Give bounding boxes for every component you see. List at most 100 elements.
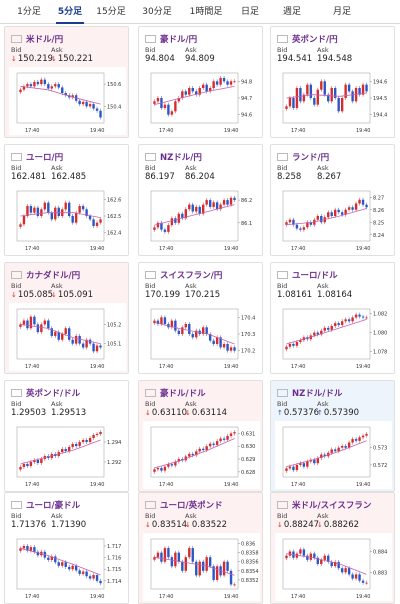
candle-body [354, 574, 358, 579]
candle-body [26, 84, 29, 87]
ask-value-row: 162.485 [51, 172, 86, 182]
rate-card[interactable]: 米ドル/円 Bid Ask ↓150.219 ↓150.221 150.6 150.4 17:… [4, 26, 129, 138]
rate-card[interactable]: 米ドル/スイスフラン Bid Ask ↓0.88247 ↓0.88262 0.884 0.8… [270, 492, 395, 604]
candle-body [198, 448, 201, 452]
candle-body [177, 330, 181, 334]
tab-2[interactable]: 15分足 [96, 7, 126, 17]
mini-chart[interactable]: 86.2 86.1 17:40 19:40 [143, 185, 260, 253]
rate-card[interactable]: スイスフラン/円 Bid Ask 170.199 170.215 170.4 170.3 17… [138, 262, 263, 374]
rate-card[interactable]: ランド/円 Bid Ask 8.258 8.267 8.27 8.26 8.25 8.24 17:… [270, 144, 395, 256]
candle-body [188, 324, 191, 334]
bid-value: 1.29503 [11, 408, 47, 418]
pair-name[interactable]: 英ポンド/ドル [26, 389, 81, 399]
candle-body [208, 88, 212, 92]
candle-body [358, 574, 361, 581]
rate-card[interactable]: カナダドル/円 Bid Ask ↓105.085 ↓105.091 105.2 105.1 1… [4, 262, 129, 374]
candle-body [19, 89, 22, 93]
candle-body [358, 437, 361, 441]
candle-body [19, 548, 22, 551]
candle-body [309, 84, 313, 98]
pair-name[interactable]: 英ポンド/円 [292, 35, 338, 45]
x-tick-label: 19:40 [224, 364, 238, 370]
mini-chart[interactable]: 150.6 150.4 17:40 19:40 [9, 67, 126, 135]
tab-4[interactable]: 1時間足 [189, 7, 223, 17]
rate-card[interactable]: 豪ドル/ドル Bid Ask ↓0.63110 ↓0.63114 0.631 0.630 0.… [138, 380, 263, 492]
rate-card[interactable]: NZドル/ドル Bid Ask ↑0.57376 ↑0.57390 0.573 0.572 1… [270, 380, 395, 492]
arrow-down-icon: ↓ [145, 521, 151, 529]
candle-body [288, 551, 292, 556]
rate-card[interactable]: 英ポンド/円 Bid Ask 194.541 194.548 194.6 194.5 194.… [270, 26, 395, 138]
tab-0[interactable]: 1分足 [17, 7, 41, 17]
candle-body [40, 459, 43, 463]
mini-chart[interactable]: 0.631 0.630 0.629 0.628 17:40 19:40 [143, 421, 260, 489]
candle-body [351, 91, 354, 102]
tab-3[interactable]: 30分足 [142, 7, 172, 17]
x-tick-label: 17:40 [159, 128, 173, 134]
mini-chart[interactable]: 0.836 0.8358 0.8356 0.8354 0.8352 17:40 19:40 [143, 533, 260, 601]
moving-average-line [154, 85, 235, 106]
candle-body [226, 200, 229, 205]
bid-label: Bid [277, 282, 288, 290]
tab-7[interactable]: 月足 [332, 7, 351, 17]
mini-chart[interactable]: 94.8 94.7 94.6 17:40 19:40 [143, 67, 260, 135]
pair-name[interactable]: NZドル/ドル [292, 389, 343, 399]
candle-body [64, 93, 67, 96]
flag-nz-icon [277, 389, 288, 397]
mini-chart[interactable]: 105.2 105.1 17:40 19:40 [9, 303, 126, 371]
mini-chart[interactable]: 8.27 8.26 8.25 8.24 17:40 19:40 [275, 185, 392, 253]
rate-card[interactable]: 英ポンド/ドル Bid Ask 1.29503 1.29513 1.294 1.292 17:… [4, 380, 129, 492]
x-tick-label: 19:40 [356, 246, 370, 252]
pair-name[interactable]: 米ドル/円 [26, 35, 64, 45]
mini-chart[interactable]: 0.573 0.572 17:40 19:40 [275, 421, 392, 489]
pair-name[interactable]: カナダドル/円 [26, 271, 81, 281]
rate-card[interactable]: NZドル/円 Bid Ask 86.197 86.204 86.2 86.1 17:40 19:… [138, 144, 263, 256]
y-tick-label: 194.6 [373, 79, 387, 85]
rate-card[interactable]: 豪ドル/円 Bid Ask 94.804 94.809 94.8 94.7 94.6 17:40… [138, 26, 263, 138]
pair-name[interactable]: NZドル/円 [160, 153, 202, 163]
tab-6[interactable]: 週足 [282, 7, 301, 17]
bid-value-row: 170.199 [145, 290, 180, 300]
tab-5[interactable]: 日足 [240, 7, 259, 17]
moving-average-line [286, 318, 367, 345]
mini-chart[interactable]: 170.4 170.3 170.2 17:40 19:40 [143, 303, 260, 371]
pair-name[interactable]: 豪ドル/ドル [160, 389, 206, 399]
tab-1[interactable]: 5分足 [52, 0, 88, 24]
candle-body [81, 343, 85, 348]
bid-value-row: ↓150.219 [11, 54, 53, 64]
y-tick-label: 0.629 [241, 457, 255, 463]
pair-name[interactable]: 豪ドル/円 [160, 35, 198, 45]
mini-chart[interactable]: 0.884 0.883 17:40 19:40 [275, 533, 392, 601]
candle-body [365, 433, 368, 436]
candle-body [191, 88, 194, 92]
arrow-down-icon: ↓ [317, 521, 323, 529]
ask-value-row: ↓150.221 [51, 54, 93, 64]
mini-chart[interactable]: 1.082 1.080 1.078 17:40 19:40 [275, 303, 392, 371]
candlestick-chart: 0.631 0.630 0.629 0.628 17:40 19:40 [150, 426, 255, 488]
bid-value: 150.219 [17, 54, 54, 64]
rate-grid: 米ドル/円 Bid Ask ↓150.219 ↓150.221 150.6 150.4 17:… [0, 26, 400, 604]
x-tick-label: 17:40 [25, 128, 39, 134]
pair-name[interactable]: ユーロ/豪ドル [26, 501, 81, 511]
candle-body [85, 101, 88, 107]
ask-label: Ask [185, 164, 197, 172]
rate-card[interactable]: ユーロ/英ポンド Bid Ask ↓0.83514 ↓0.83522 0.836 0.835… [138, 492, 263, 604]
y-tick-label: 170.3 [241, 332, 255, 338]
mini-chart[interactable]: 194.6 194.5 194.4 17:40 19:40 [275, 67, 392, 135]
pair-name[interactable]: ユーロ/円 [26, 153, 64, 163]
y-tick-label: 105.2 [107, 322, 121, 328]
pair-name[interactable]: ユーロ/ドル [292, 271, 338, 281]
pair-name[interactable]: 米ドル/スイスフラン [292, 501, 372, 511]
candle-body [191, 204, 194, 212]
candle-body [208, 200, 212, 207]
rate-card[interactable]: ユーロ/ドル Bid Ask 1.08161 1.08164 1.082 1.080 1.07… [270, 262, 395, 374]
mini-chart[interactable]: 1.717 1.716 1.715 1.714 17:40 19:40 [9, 533, 126, 601]
pair-name[interactable]: スイスフラン/円 [160, 271, 223, 281]
bid-value: 0.83514 [151, 520, 188, 530]
rate-card[interactable]: ユーロ/豪ドル Bid Ask 1.71376 1.71390 1.717 1.716 1.7… [4, 492, 129, 604]
mini-chart[interactable]: 1.294 1.292 17:40 19:40 [9, 421, 126, 489]
mini-chart[interactable]: 162.6 162.5 162.4 17:40 19:40 [9, 185, 126, 253]
candle-body [313, 332, 316, 336]
rate-card[interactable]: ユーロ/円 Bid Ask 162.481 162.485 162.6 162.5 162.4… [4, 144, 129, 256]
pair-name[interactable]: ユーロ/英ポンド [160, 501, 223, 511]
pair-name[interactable]: ランド/円 [292, 153, 330, 163]
